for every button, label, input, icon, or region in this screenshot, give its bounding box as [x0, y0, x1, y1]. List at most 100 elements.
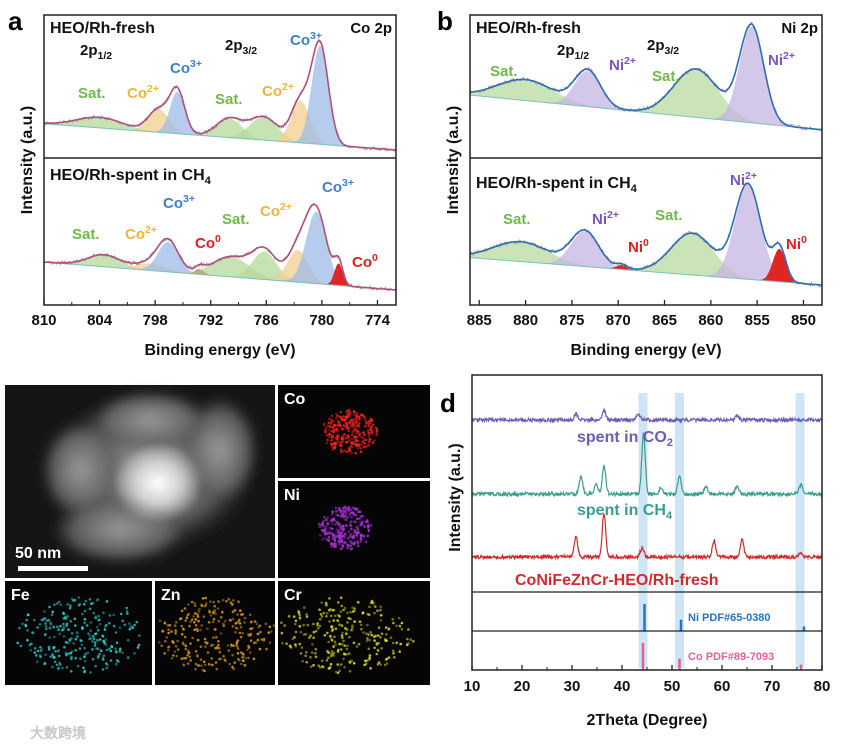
map-pixel	[105, 624, 108, 627]
map-pixel	[337, 530, 340, 533]
map-pixel	[269, 626, 272, 629]
map-pixel	[71, 632, 74, 635]
map-pixel	[230, 645, 233, 648]
map-pixel	[337, 672, 340, 675]
map-pixel	[29, 649, 32, 652]
map-pixel	[63, 635, 66, 638]
map-pixel	[334, 615, 337, 618]
map-pixel	[158, 641, 161, 644]
map-pixel	[217, 640, 220, 643]
map-pixel	[84, 660, 87, 663]
map-pixel	[350, 543, 353, 546]
map-pixel	[74, 618, 77, 621]
map-pixel	[170, 630, 173, 633]
map-pixel	[346, 648, 349, 651]
peak-label-0-0-base: Ni 2p	[781, 20, 818, 37]
map-pixel	[355, 526, 358, 529]
map-pixel	[249, 614, 252, 617]
map-pixel	[348, 449, 351, 452]
map-pixel	[270, 630, 273, 633]
map-pixel	[401, 628, 404, 631]
map-pixel	[192, 615, 195, 618]
map-pixel	[342, 640, 345, 643]
map-pixel	[350, 528, 353, 531]
map-pixel	[257, 626, 260, 629]
xrd-series-label-0-base: spent in CO	[577, 429, 667, 446]
map-pixel	[200, 603, 203, 606]
map-pixel	[357, 545, 360, 548]
map-pixel	[45, 625, 48, 628]
map-pixel	[59, 663, 62, 666]
peak-label-0-3-base: Sat.	[490, 63, 518, 80]
map-pixel	[345, 519, 348, 522]
map-pixel	[217, 600, 220, 603]
map-pixel	[354, 541, 357, 544]
map-pixel	[312, 623, 315, 626]
map-pixel	[76, 631, 79, 634]
map-pixel	[194, 604, 197, 607]
map-pixel	[243, 621, 246, 624]
peak-label-1-3-sup: 2+	[280, 201, 292, 213]
map-pixel	[35, 654, 38, 657]
map-pixel	[377, 649, 380, 652]
map-pixel	[333, 538, 336, 541]
map-pixel	[351, 626, 354, 629]
map-pixel	[302, 624, 305, 627]
map-pixel	[341, 637, 344, 640]
map-pixel	[89, 598, 92, 601]
map-pixel	[111, 646, 114, 649]
map-pixel	[254, 620, 257, 623]
map-pixel	[312, 637, 315, 640]
map-pixel	[191, 601, 194, 604]
cr-map-label: Cr	[284, 587, 302, 604]
map-pixel	[62, 612, 65, 615]
map-pixel	[196, 628, 199, 631]
map-pixel	[62, 623, 65, 626]
map-pixel	[346, 547, 349, 550]
peak-label-1-7-sup: 0	[372, 252, 378, 264]
map-pixel	[406, 638, 409, 641]
map-pixel	[51, 666, 54, 669]
map-pixel	[172, 654, 175, 657]
map-pixel	[341, 544, 344, 547]
map-pixel	[263, 639, 266, 642]
peak-label-1-7: Co0	[352, 252, 378, 271]
map-pixel	[52, 655, 55, 658]
map-pixel	[371, 419, 374, 422]
map-pixel	[113, 625, 116, 628]
map-pixel	[249, 628, 252, 631]
map-pixel	[232, 625, 235, 628]
x-tick-label: 850	[791, 312, 816, 329]
map-pixel	[331, 528, 334, 531]
map-pixel	[349, 618, 352, 621]
map-pixel	[53, 603, 56, 606]
map-pixel	[92, 658, 95, 661]
x-tick-label: 810	[31, 312, 56, 329]
map-pixel	[195, 650, 198, 653]
map-pixel	[350, 629, 353, 632]
map-pixel	[356, 440, 359, 443]
map-pixel	[345, 524, 348, 527]
map-pixel	[81, 613, 84, 616]
map-pixel	[388, 656, 391, 659]
map-pixel	[362, 631, 365, 634]
map-pixel	[294, 643, 297, 646]
peak-label-0-2: 2p3/2	[647, 37, 679, 57]
map-pixel	[43, 663, 46, 666]
map-pixel	[189, 659, 192, 662]
map-pixel	[331, 513, 334, 516]
map-pixel	[380, 647, 383, 650]
map-pixel	[83, 655, 86, 658]
map-pixel	[102, 668, 105, 671]
map-pixel	[358, 443, 361, 446]
map-pixel	[326, 612, 329, 615]
map-pixel	[299, 625, 302, 628]
map-pixel	[249, 651, 252, 654]
map-pixel	[351, 424, 354, 427]
map-pixel	[353, 620, 356, 623]
map-pixel	[359, 620, 362, 623]
map-pixel	[303, 606, 306, 609]
map-pixel	[342, 516, 345, 519]
map-pixel	[237, 600, 240, 603]
peak-label-1-1: Sat.	[503, 211, 531, 228]
